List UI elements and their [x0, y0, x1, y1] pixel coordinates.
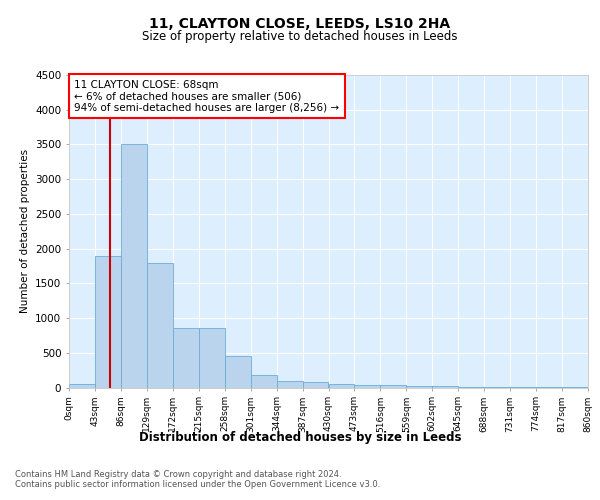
Bar: [484, 387, 510, 388]
Y-axis label: Number of detached properties: Number of detached properties: [20, 149, 29, 314]
Bar: [251, 376, 277, 388]
Bar: [199, 328, 224, 388]
Text: Contains HM Land Registry data © Crown copyright and database right 2024.: Contains HM Land Registry data © Crown c…: [15, 470, 341, 479]
Text: Size of property relative to detached houses in Leeds: Size of property relative to detached ho…: [142, 30, 458, 43]
Bar: [329, 384, 355, 388]
Bar: [302, 382, 329, 388]
Bar: [147, 262, 173, 388]
Bar: [355, 384, 380, 388]
Bar: [458, 387, 484, 388]
Text: 11, CLAYTON CLOSE, LEEDS, LS10 2HA: 11, CLAYTON CLOSE, LEEDS, LS10 2HA: [149, 18, 451, 32]
Bar: [224, 356, 251, 388]
Bar: [95, 256, 121, 388]
Bar: [173, 328, 199, 388]
Bar: [277, 380, 302, 388]
Bar: [432, 386, 458, 388]
Text: Contains public sector information licensed under the Open Government Licence v3: Contains public sector information licen…: [15, 480, 380, 489]
Bar: [121, 144, 147, 388]
Text: 11 CLAYTON CLOSE: 68sqm
← 6% of detached houses are smaller (506)
94% of semi-de: 11 CLAYTON CLOSE: 68sqm ← 6% of detached…: [74, 80, 340, 113]
Bar: [406, 386, 432, 388]
Bar: [69, 384, 95, 388]
Bar: [380, 386, 406, 388]
Text: Distribution of detached houses by size in Leeds: Distribution of detached houses by size …: [139, 431, 461, 444]
